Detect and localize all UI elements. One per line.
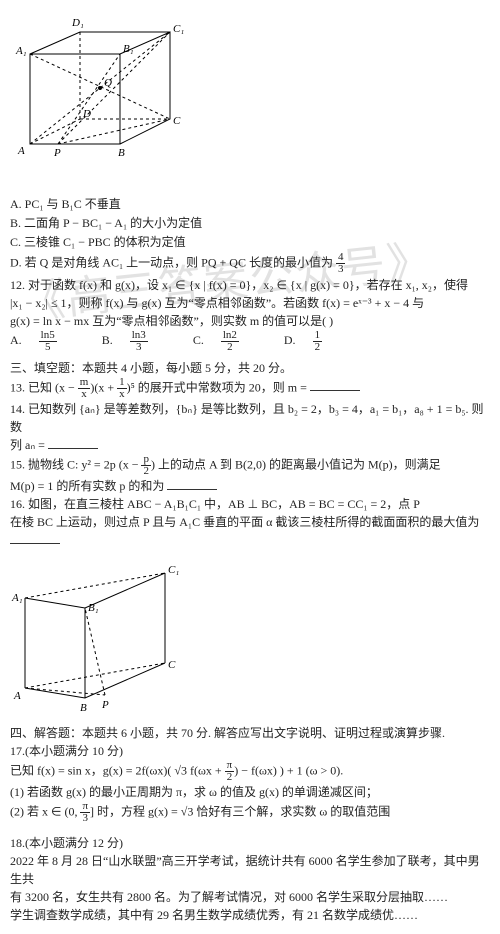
q18-line2: 有 3200 名，女生共有 2800 名。为了解考试情况，对 6000 名学生采… — [10, 888, 490, 906]
label-A1: A₁ — [15, 45, 27, 57]
q12-options: A. ln55 B. ln33 C. ln22 D. 12 — [10, 330, 490, 353]
label-B1: B₁ — [123, 43, 134, 55]
q17-head: 17.(本小题满分 10 分) — [10, 742, 490, 760]
q11-optD: D. 若 Q 是对角线 AC₁ 上一动点，则 PQ + QC 长度的最小值为 4… — [10, 252, 490, 275]
q14-line2: 列 aₙ = — [10, 436, 490, 454]
blank — [48, 436, 98, 449]
q18-line1: 2022 年 8 月 28 日“山水联盟”高三开学考试，据统计共有 6000 名… — [10, 852, 490, 888]
label-P: P — [53, 147, 61, 159]
q17-sub2: (2) 若 x ∈ (0, π3] 时，方程 g(x) = √3 恰好有三个解，… — [10, 801, 490, 824]
label-D: D — [82, 108, 91, 120]
page-content: D₁ C₁ A₁ B₁ D C A B Q P A. PC₁ 与 B₁C 不垂直… — [10, 14, 490, 924]
label-D1: D₁ — [71, 17, 84, 29]
label-A: A — [13, 690, 21, 702]
q18-line3: 学生调查数学成绩，其中有 29 名男生数学成绩优秀，有 21 名数学成绩优…… — [10, 906, 490, 924]
q11-optA: A. PC₁ 与 B₁C 不垂直 — [10, 195, 490, 213]
label-P: P — [101, 699, 109, 711]
q15-line1: 15. 抛物线 C: y² = 2p (x − p2) 上的动点 A 到 B(2… — [10, 454, 490, 477]
q14-line1: 14. 已知数列 {aₙ} 是等差数列，{bₙ} 是等比数列，且 b₂ = 2，… — [10, 400, 490, 436]
q15-line2: M(p) = 1 的所有实数 p 的和为 — [10, 477, 490, 495]
q17-sub1: (1) 若函数 g(x) 的最小正周期为 π，求 ω 的值及 g(x) 的单调递… — [10, 783, 490, 801]
fill-title: 三、填空题：本题共 4 小题，每小题 5 分，共 20 分。 — [10, 359, 490, 377]
q11-optB: B. 二面角 P − BC₁ − A₁ 的大小为定值 — [10, 214, 490, 232]
q11-optC: C. 三棱锥 C₁ − PBC 的体积为定值 — [10, 233, 490, 251]
q16-line2: 在棱 BC 上运动，则过点 P 且与 A₁C 垂直的平面 α 截该三棱柱所得的截… — [10, 513, 490, 531]
label-Q: Q — [104, 77, 112, 89]
blank — [10, 531, 60, 544]
label-C1: C₁ — [168, 564, 179, 576]
q16-line1: 16. 如图，在直三棱柱 ABC − A₁B₁C₁ 中，AB ⊥ BC，AB =… — [10, 495, 490, 513]
label-A1: A₁ — [11, 592, 23, 604]
label-C: C — [173, 115, 181, 127]
label-B: B — [118, 147, 125, 159]
q18-head: 18.(本小题满分 12 分) — [10, 834, 490, 852]
q12-line3: g(x) = ln x − mx 互为“零点相邻函数”，则实数 m 的值可以是(… — [10, 312, 490, 330]
label-A: A — [17, 145, 25, 157]
figure-cube: D₁ C₁ A₁ B₁ D C A B Q P — [10, 14, 490, 189]
figure-prism: A₁ B₁ C₁ A B C P — [10, 553, 490, 718]
q17-given: 已知 f(x) = sin x，g(x) = 2f(ωx)( √3 f(ωx +… — [10, 760, 490, 783]
label-B: B — [80, 702, 87, 713]
blank — [167, 477, 217, 490]
q12-line1: 12. 对于函数 f(x) 和 g(x)，设 x₁ ∈ {x | f(x) = … — [10, 276, 490, 294]
label-C1: C₁ — [173, 23, 184, 35]
q12-line2: |x₁ − x₂| ≤ 1，则称 f(x) 与 g(x) 互为“零点相邻函数”。… — [10, 294, 490, 312]
blank — [310, 378, 360, 391]
label-C: C — [168, 659, 176, 671]
label-B1: B₁ — [88, 602, 99, 614]
q13: 13. 已知 (x − mx)(x + 1x)⁵ 的展开式中常数项为 20，则 … — [10, 377, 490, 400]
part4-title: 四、解答题：本题共 6 小题，共 70 分. 解答应写出文字说明、证明过程或演算… — [10, 724, 490, 742]
